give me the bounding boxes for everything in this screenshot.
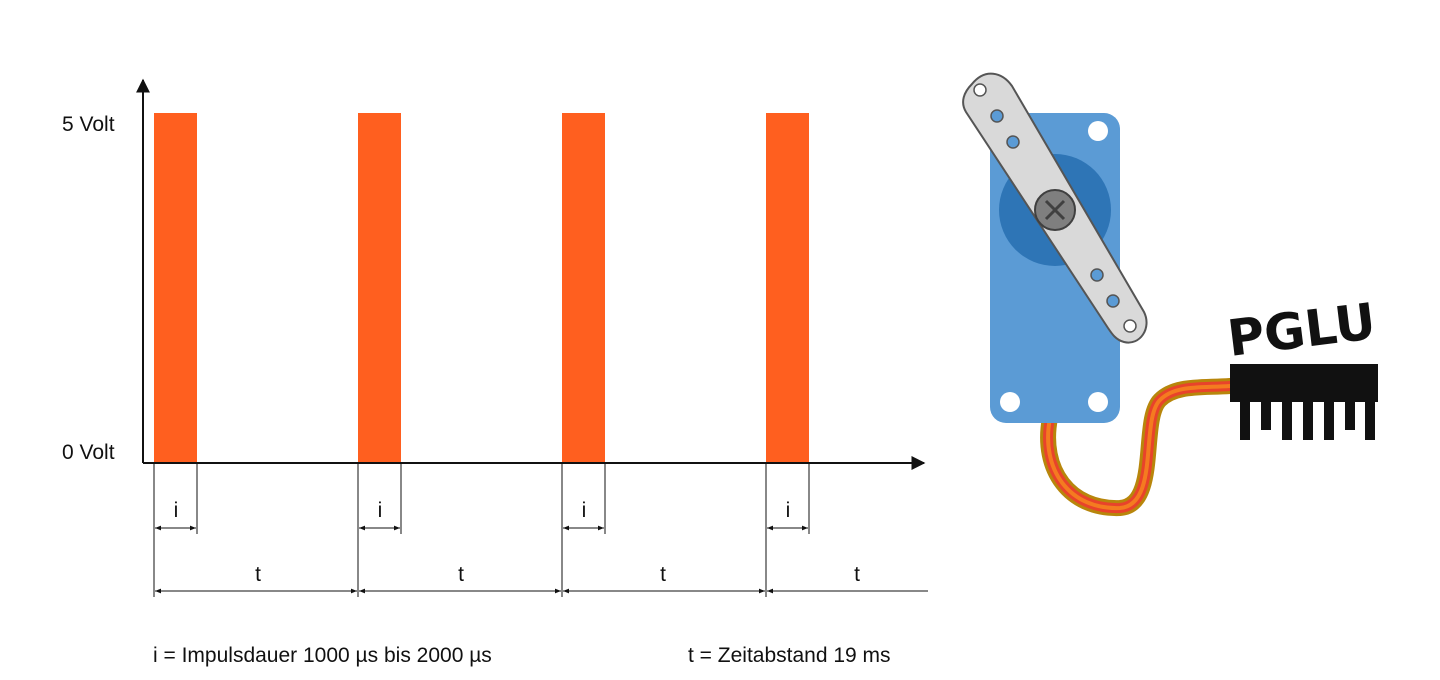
y-low-label: 0 Volt <box>62 441 115 464</box>
impulse-label-2: i <box>378 499 383 522</box>
y-high-label: 5 Volt <box>62 113 115 136</box>
period-label-2: t <box>458 563 464 586</box>
pglu-logo-text: PGLU <box>1224 292 1378 368</box>
impulse-label-3: i <box>582 499 587 522</box>
servo-wire <box>1040 378 1238 517</box>
impulse-label-4: i <box>786 499 791 522</box>
servo-arm <box>962 72 1148 344</box>
dimension-guides <box>153 463 810 597</box>
servo-motor-icon <box>962 72 1238 517</box>
pulse-4 <box>766 113 809 463</box>
pwm-signal-chart: 5 Volt 0 Volt i i i i <box>62 78 928 667</box>
pulse-2 <box>358 113 401 463</box>
legend-impulse: i = Impulsdauer 1000 µs bis 2000 µs <box>153 644 492 667</box>
period-label-4: t <box>854 563 860 586</box>
period-label-3: t <box>660 563 666 586</box>
pglu-chip-logo-icon: PGLU <box>1224 292 1379 440</box>
impulse-label-1: i <box>174 499 179 522</box>
pulse-3 <box>562 113 605 463</box>
period-label-1: t <box>255 563 261 586</box>
pulse-1 <box>154 113 197 463</box>
legend-period: t = Zeitabstand 19 ms <box>688 644 891 667</box>
